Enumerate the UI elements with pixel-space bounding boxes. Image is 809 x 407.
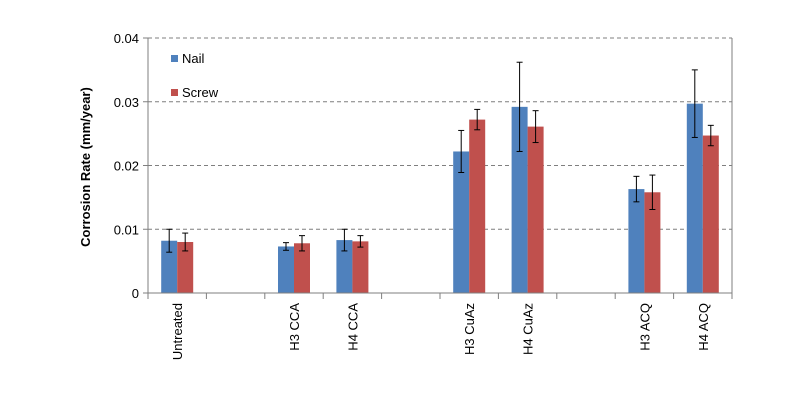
bar-screw-5 [469,119,486,293]
x-tick-label: H3 CCA [287,303,302,351]
bar-screw-6 [527,126,544,293]
bar-screw-3 [352,241,369,293]
y-tick-label: 0.04 [114,31,139,46]
y-tick-label: 0.01 [114,222,139,237]
y-tick-label: 0 [132,286,139,301]
bar-screw-0 [177,242,194,293]
x-tick-label: H4 ACQ [696,303,711,351]
x-tick-label: H3 CuAz [462,303,477,355]
bars [161,61,719,293]
bar-nail-6 [511,106,528,293]
legend-label-screw: Screw [182,85,219,100]
x-tick-label: H4 CCA [345,303,360,351]
legend-swatch-nail [171,55,178,62]
bar-nail-2 [278,246,294,293]
legend-swatch-screw [171,89,178,96]
y-tick-labels: 0 0.01 0.02 0.03 0.04 [114,31,139,301]
bar-screw-9 [702,135,719,293]
y-tick-label: 0.03 [114,95,139,110]
y-axis-label: Corrosion Rate (mm/year) [78,87,93,247]
x-tick-label: H4 CuAz [521,303,536,355]
legend: Nail Screw [171,51,219,100]
bar-nail-9 [686,103,703,293]
x-tick-labels: Untreated H3 CCA H4 CCA H3 CuAz H4 CuAz H3 AC… [170,303,711,360]
bar-nail-0 [161,240,178,293]
legend-label-nail: Nail [182,51,205,66]
axes [143,37,733,299]
bar-nail-3 [336,240,353,293]
bar-screw-2 [294,243,310,293]
x-tick-label: Untreated [170,303,185,360]
bar-screw-8 [644,192,661,293]
y-tick-label: 0.02 [114,159,139,174]
bar-nail-5 [453,151,470,293]
x-tick-label: H3 ACQ [637,303,652,351]
bar-nail-8 [628,189,645,293]
